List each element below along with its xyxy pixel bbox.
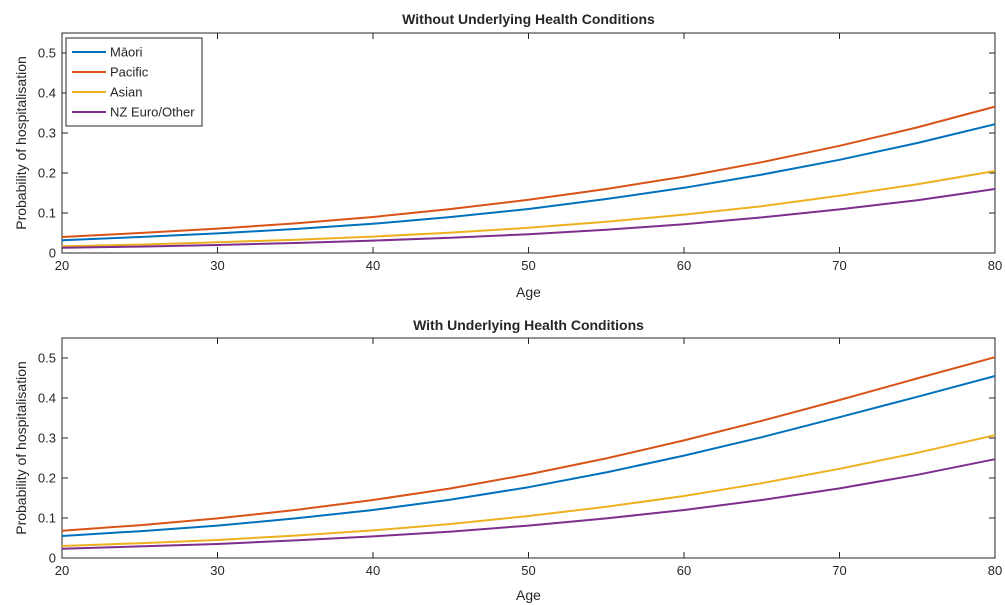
x-tick-label: 80: [988, 563, 1002, 578]
series-line-m-ori: [61, 123, 996, 242]
y-axis-label: Probability of hospitalisation: [13, 56, 29, 230]
y-axis-label: Probability of hospitalisation: [13, 361, 29, 535]
chart-title: Without Underlying Health Conditions: [402, 11, 655, 27]
x-tick-label: 70: [832, 563, 846, 578]
x-tick-label: 20: [55, 563, 69, 578]
x-tick-label: 40: [366, 563, 380, 578]
y-tick-label: 0: [49, 551, 56, 566]
x-axis-label: Age: [516, 284, 541, 300]
x-tick-label: 60: [677, 258, 691, 273]
chart-without-conditions: Without Underlying Health Conditions 20 30…: [13, 11, 1002, 300]
y-tick-label: 0.5: [38, 46, 56, 61]
chart-with-conditions: With Underlying Health Conditions 20 30 40 5…: [13, 317, 1002, 603]
x-tick-label: 50: [521, 563, 535, 578]
y-tick-label: 0.3: [38, 126, 56, 141]
y-tick-label: 0.1: [38, 511, 56, 526]
x-tick-label: 60: [677, 563, 691, 578]
legend: Māori Pacific Asian NZ Euro/Other: [65, 37, 203, 127]
legend-label: NZ Euro/Other: [110, 105, 195, 120]
series-line-series-7e2f8e: [61, 458, 996, 550]
series-line-asian: [61, 170, 996, 248]
x-tick-label: 70: [832, 258, 846, 273]
series-line-series-0072bd: [61, 375, 996, 537]
y-tick-label: 0.2: [38, 166, 56, 181]
x-tick-label: 80: [988, 258, 1002, 273]
series-line-series-edb120: [61, 434, 996, 547]
legend-label: Asian: [110, 85, 143, 100]
legend-label: Pacific: [110, 65, 149, 80]
chart-title: With Underlying Health Conditions: [413, 317, 644, 333]
y-tick-label: 0.4: [38, 86, 56, 101]
series-line-pacific: [61, 105, 996, 238]
x-tick-label: 40: [366, 258, 380, 273]
y-tick-label: 0.5: [38, 351, 56, 366]
x-tick-label: 20: [55, 258, 69, 273]
series-line-nz-euro-other: [61, 188, 996, 249]
y-tick-label: 0.2: [38, 471, 56, 486]
y-tick-label: 0.3: [38, 431, 56, 446]
x-tick-label: 30: [210, 563, 224, 578]
y-tick-label: 0: [49, 246, 56, 261]
legend-label: Māori: [110, 45, 143, 60]
y-tick-label: 0.4: [38, 391, 56, 406]
y-tick-label: 0.1: [38, 206, 56, 221]
x-tick-label: 50: [521, 258, 535, 273]
x-tick-label: 30: [210, 258, 224, 273]
series-line-series-d95319: [61, 356, 996, 532]
plot-area: [61, 32, 996, 254]
x-axis-label: Age: [516, 587, 541, 603]
